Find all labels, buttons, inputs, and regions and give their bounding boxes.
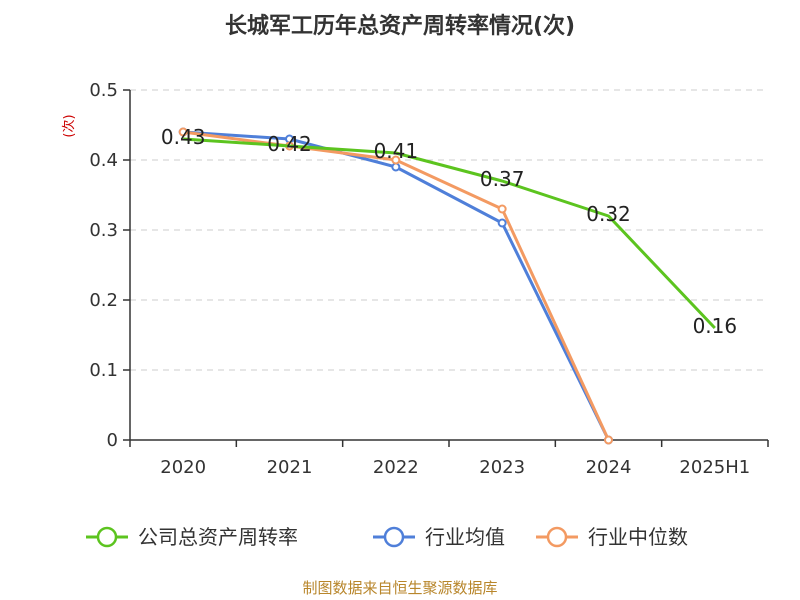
legend-item-2[interactable]: 行业中位数	[536, 525, 688, 549]
y-tick-label: 0	[107, 430, 118, 451]
series-marker-2	[178, 127, 188, 137]
data-label: 0.43	[161, 125, 206, 149]
series-lines	[178, 127, 716, 445]
source-note: 制图数据来自恒生聚源数据库	[302, 579, 497, 597]
x-tick-label: 2021	[267, 457, 313, 478]
legend-item-1[interactable]: 行业均值	[373, 525, 505, 549]
legend-marker	[96, 526, 118, 548]
grid-lines	[130, 89, 768, 371]
series-marker-1	[391, 162, 401, 172]
data-label: 0.42	[267, 132, 312, 156]
legend-marker	[546, 526, 568, 548]
x-tick-label: 2020	[160, 457, 206, 478]
y-tick-label: 0.3	[89, 220, 118, 241]
y-tick-label: 0.5	[89, 80, 118, 101]
x-tick-label: 2025H1	[679, 457, 750, 478]
y-tick-label: 0.2	[89, 290, 118, 311]
legend-marker	[383, 526, 405, 548]
data-label: 0.16	[693, 314, 738, 338]
data-label: 0.32	[586, 202, 631, 226]
legend[interactable]: 公司总资产周转率 行业均值 行业中位数	[86, 525, 688, 549]
series-marker-2	[391, 155, 401, 165]
chart-title: 长城军工历年总资产周转率情况(次)	[225, 13, 575, 39]
data-label: 0.37	[480, 167, 525, 191]
data-label: 0.41	[374, 139, 419, 163]
series-marker-2	[604, 435, 613, 445]
axes: 0 0.1 0.2 0.3 0.4 0.5 2020 2021 2022 2023 2024 2025…	[89, 80, 769, 478]
series-marker-2	[497, 204, 507, 214]
data-labels: 0.43 0.42 0.41 0.37 0.32 0.16	[161, 125, 737, 338]
y-axis-label: (次)	[61, 114, 77, 137]
series-marker-1	[497, 218, 507, 228]
series-line-1	[183, 130, 610, 441]
series-line-2	[182, 130, 610, 441]
y-tick-label: 0.1	[89, 360, 118, 381]
legend-item-0[interactable]: 公司总资产周转率	[86, 525, 298, 549]
x-tick-label: 2024	[586, 457, 632, 478]
x-tick-label: 2022	[373, 457, 419, 478]
legend-label: 行业中位数	[588, 525, 688, 549]
y-tick-label: 0.4	[89, 150, 118, 171]
legend-label: 行业均值	[425, 525, 505, 549]
legend-label: 公司总资产周转率	[138, 525, 298, 549]
x-tick-label: 2023	[479, 457, 525, 478]
series-line-0	[183, 137, 716, 330]
